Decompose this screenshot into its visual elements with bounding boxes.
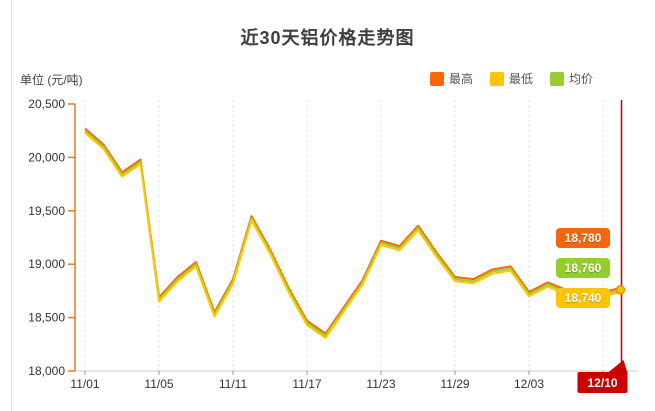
chart-legend: 最高 最低 均价 bbox=[429, 70, 593, 87]
unit-label: 单位 (元/吨) bbox=[20, 73, 83, 87]
latest-point-dot bbox=[615, 285, 626, 295]
page-edge-line bbox=[11, 0, 12, 411]
legend-label-avg: 均价 bbox=[568, 72, 593, 86]
legend-swatch-low-icon bbox=[489, 71, 504, 86]
legend-label-low: 最低 bbox=[508, 72, 533, 86]
x-axis-label: 11/29 bbox=[440, 377, 469, 391]
page-title: 近30天铝价格走势图 bbox=[240, 28, 415, 48]
y-axis-label: 18,500 bbox=[28, 311, 65, 325]
end-value-badge-low: 18,740 bbox=[556, 288, 610, 308]
price-line-2 bbox=[84, 132, 622, 339]
legend-swatch-high-icon bbox=[429, 71, 444, 86]
price-line-0 bbox=[84, 127, 622, 335]
y-axis-label: 19,500 bbox=[28, 204, 65, 218]
legend-item-high[interactable]: 最高 bbox=[429, 70, 473, 87]
x-axis-label: 11/23 bbox=[366, 377, 395, 391]
x-axis-label: 11/11 bbox=[219, 377, 248, 391]
latest-date-badge bbox=[577, 372, 628, 393]
y-axis-label: 20,500 bbox=[28, 97, 65, 111]
latest-date-badge-label: 12/10 bbox=[587, 376, 617, 390]
y-axis-label: 19,000 bbox=[28, 257, 65, 271]
legend-item-avg[interactable]: 均价 bbox=[549, 70, 593, 87]
x-axis-label: 11/05 bbox=[144, 377, 173, 391]
price-line-1 bbox=[84, 129, 622, 337]
legend-label-high: 最高 bbox=[448, 72, 473, 86]
end-value-badge-high: 18,780 bbox=[556, 228, 610, 248]
x-axis-label: 11/17 bbox=[292, 377, 321, 391]
x-axis-label: 11/01 bbox=[70, 377, 99, 391]
end-value-badge-avg: 18,760 bbox=[556, 258, 610, 278]
legend-swatch-avg-icon bbox=[549, 71, 564, 86]
y-axis-label: 18,000 bbox=[28, 364, 65, 378]
legend-item-low[interactable]: 最低 bbox=[489, 70, 533, 87]
x-axis-label: 12/03 bbox=[514, 377, 544, 391]
date-badge-pointer bbox=[607, 360, 628, 373]
y-axis-label: 20,000 bbox=[28, 150, 65, 164]
